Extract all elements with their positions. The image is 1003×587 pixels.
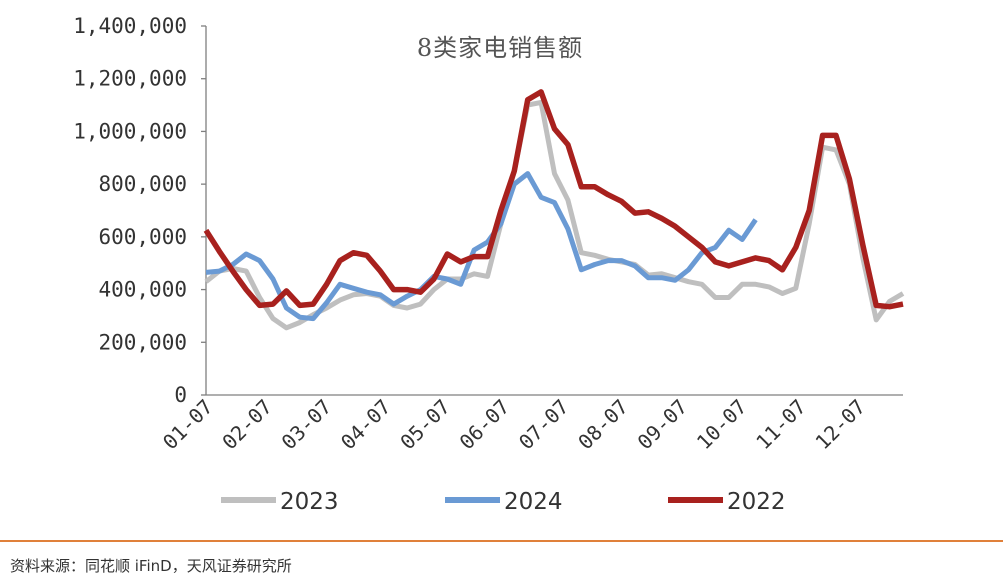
x-tick-label: 08-07 (573, 395, 633, 455)
x-axis: 01-07 02-07 03-07 04-07 05-07 06-07 07-07 08-07… (158, 394, 903, 455)
x-tick-label: 04-07 (336, 395, 396, 455)
x-tick-labels: 01-07 02-07 03-07 04-07 05-07 06-07 07-07 08-07… (158, 395, 870, 455)
chart-title: 8类家电销售额 (417, 34, 583, 62)
x-tick-label: 02-07 (217, 395, 277, 455)
legend: 2023 2024 2022 (221, 489, 786, 515)
x-tick-label: 05-07 (395, 395, 455, 455)
legend-label-2022: 2022 (727, 489, 786, 515)
y-tick-label: 400,000 (98, 278, 187, 302)
x-tick-label: 11-07 (751, 395, 811, 455)
x-tick-label: 03-07 (277, 395, 337, 455)
y-tick-labels: 0 200,000 400,000 600,000 800,000 1,000,000 1,… (73, 14, 206, 407)
x-tick-label: 01-07 (158, 395, 218, 455)
series-line-2023 (204, 99, 905, 331)
x-tick-label: 06-07 (455, 395, 515, 455)
legend-label-2023: 2023 (280, 489, 339, 515)
y-tick-label: 800,000 (98, 172, 187, 196)
y-tick-label: 600,000 (98, 225, 187, 249)
y-tick-label: 1,200,000 (73, 67, 187, 91)
x-tick-label: 07-07 (514, 395, 574, 455)
legend-label-2024: 2024 (504, 489, 563, 515)
series-line-2024 (205, 171, 758, 322)
source-note: 资料来源：同花顺 iFinD，天风证券研究所 (10, 557, 292, 575)
x-tick-label: 10-07 (692, 395, 752, 455)
y-axis: 0 200,000 400,000 600,000 800,000 1,000,000 1,… (73, 14, 207, 407)
y-tick-label: 1,000,000 (73, 119, 187, 143)
series-lines (203, 89, 905, 331)
y-tick-label: 0 (174, 383, 187, 407)
x-tick-label: 12-07 (811, 395, 871, 455)
x-tick-label: 09-07 (633, 395, 693, 455)
series-line-2022 (203, 89, 904, 310)
y-tick-label: 200,000 (98, 330, 187, 354)
y-tick-label: 1,400,000 (73, 14, 187, 38)
